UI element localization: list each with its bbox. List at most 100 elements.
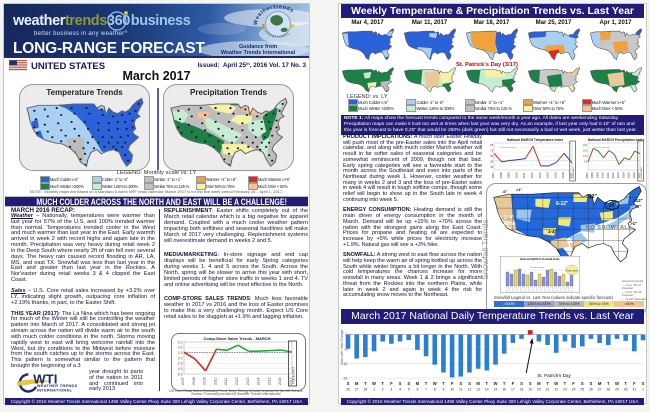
svg-text:29: 29 xyxy=(615,388,619,392)
svg-text:T: T xyxy=(442,381,445,386)
svg-text:150: 150 xyxy=(583,149,588,153)
svg-text:26: 26 xyxy=(589,388,593,392)
svg-text:S: S xyxy=(581,381,584,386)
svg-text:50: 50 xyxy=(584,160,587,164)
svg-text:F: F xyxy=(390,381,393,386)
svg-text:200: 200 xyxy=(583,143,588,147)
svg-text:W: W xyxy=(615,381,619,386)
svg-text:2014: 2014 xyxy=(257,377,261,385)
svg-text:2012: 2012 xyxy=(235,377,239,385)
svg-text:20: 20 xyxy=(537,388,541,392)
svg-text:2012: 2012 xyxy=(611,172,615,178)
svg-text:M: M xyxy=(476,381,480,386)
svg-text:F: F xyxy=(633,381,636,386)
svg-text:M: M xyxy=(598,381,602,386)
svg-text:10: 10 xyxy=(450,388,454,392)
svg-text:S: S xyxy=(590,381,593,386)
svg-text:2015: 2015 xyxy=(553,172,557,178)
svg-text:2016: 2016 xyxy=(632,172,636,178)
svg-text:22: 22 xyxy=(554,388,558,392)
svg-text:2012: 2012 xyxy=(530,172,534,178)
svg-text:2015: 2015 xyxy=(627,172,631,178)
svg-text:F: F xyxy=(572,381,575,386)
svg-text:1: 1 xyxy=(642,388,644,392)
svg-text:55: 55 xyxy=(490,160,493,164)
svg-text:6: 6 xyxy=(416,388,418,392)
svg-text:19: 19 xyxy=(528,388,532,392)
svg-text:31: 31 xyxy=(632,388,636,392)
svg-text:11: 11 xyxy=(459,388,463,392)
svg-text:2014: 2014 xyxy=(621,172,625,178)
svg-text:S: S xyxy=(468,381,471,386)
svg-text:2008: 2008 xyxy=(590,172,594,178)
svg-text:2010: 2010 xyxy=(514,172,518,178)
svg-text:2015: 2015 xyxy=(267,377,271,385)
svg-text:-24: -24 xyxy=(607,203,614,209)
svg-text:25: 25 xyxy=(580,388,584,392)
svg-text:3: 3 xyxy=(390,388,392,392)
svg-text:28: 28 xyxy=(363,388,367,392)
svg-text:S: S xyxy=(347,381,350,386)
svg-text:10 year average: 10 year average xyxy=(530,267,545,269)
svg-text:100: 100 xyxy=(583,154,588,158)
svg-text:W: W xyxy=(433,381,437,386)
svg-text:28: 28 xyxy=(606,388,610,392)
svg-text:T: T xyxy=(381,381,384,386)
svg-text:S: S xyxy=(399,381,402,386)
svg-text:75: 75 xyxy=(490,149,493,153)
svg-text:2008: 2008 xyxy=(499,172,503,178)
svg-text:-6": -6" xyxy=(502,189,508,194)
svg-text:17: 17 xyxy=(511,388,515,392)
svg-text:T: T xyxy=(607,381,610,386)
svg-text:M: M xyxy=(537,381,541,386)
svg-text:2011: 2011 xyxy=(606,172,610,178)
svg-text:10 year average: 10 year average xyxy=(594,146,611,149)
svg-text:FORECAST: FORECAST xyxy=(292,367,296,384)
svg-text:T: T xyxy=(546,381,549,386)
svg-text:Mtns: Mtns xyxy=(504,221,516,227)
svg-text:S: S xyxy=(407,381,410,386)
svg-text:1-4": 1-4" xyxy=(548,229,557,234)
svg-text:T: T xyxy=(486,381,489,386)
svg-text:T: T xyxy=(425,381,428,386)
svg-text:23: 23 xyxy=(563,388,567,392)
svg-text:FORECAST: FORECAST xyxy=(640,166,643,179)
svg-text:2007: 2007 xyxy=(181,377,185,385)
svg-text:S: S xyxy=(642,381,645,386)
svg-text:National MARCH Snowfall Index: National MARCH Snowfall Index xyxy=(520,257,560,261)
svg-text:FORECAST: FORECAST xyxy=(572,166,575,179)
svg-text:8: 8 xyxy=(434,388,436,392)
svg-text:27: 27 xyxy=(355,388,359,392)
svg-text:M: M xyxy=(355,381,359,386)
svg-text:2011: 2011 xyxy=(522,172,526,178)
svg-text:2009: 2009 xyxy=(595,172,599,178)
svg-text:FORE-CAST: FORE-CAST xyxy=(566,270,579,273)
svg-text:45: 45 xyxy=(490,165,493,169)
svg-text:T: T xyxy=(564,381,567,386)
svg-text:2007: 2007 xyxy=(491,172,495,178)
svg-text:2009: 2009 xyxy=(203,377,207,385)
svg-text:18: 18 xyxy=(520,388,524,392)
svg-text:4: 4 xyxy=(399,388,401,392)
svg-text:12: 12 xyxy=(468,388,472,392)
svg-text:M: M xyxy=(416,381,420,386)
svg-text:-6": -6" xyxy=(635,204,641,209)
svg-text:>12": >12" xyxy=(633,198,643,203)
svg-text:-6.0: -6.0 xyxy=(177,372,183,376)
svg-text:2007: 2007 xyxy=(585,172,589,178)
svg-text:30: 30 xyxy=(624,388,628,392)
svg-text:W: W xyxy=(372,381,376,386)
svg-text:13: 13 xyxy=(476,388,480,392)
svg-text:W: W xyxy=(554,381,558,386)
svg-text:>12": >12" xyxy=(586,194,597,200)
svg-text:9: 9 xyxy=(442,388,444,392)
svg-text:7: 7 xyxy=(425,388,427,392)
svg-text:16: 16 xyxy=(502,388,506,392)
svg-text:INTERNATIONAL: INTERNATIONAL xyxy=(37,388,73,392)
svg-text:2011: 2011 xyxy=(224,378,228,385)
svg-text:T: T xyxy=(503,381,506,386)
svg-text:2: 2 xyxy=(382,388,384,392)
svg-text:S: S xyxy=(529,381,532,386)
svg-text:T: T xyxy=(364,381,367,386)
svg-text:10 year average: 10 year average xyxy=(500,146,517,149)
